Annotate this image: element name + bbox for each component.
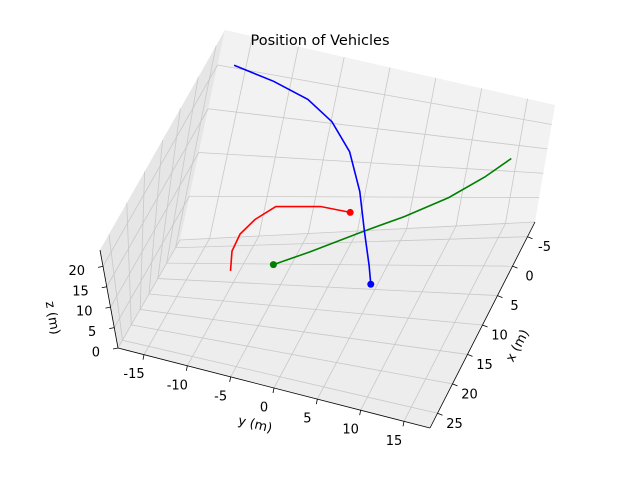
grid-line xyxy=(273,230,358,389)
x-tick-mark xyxy=(497,295,503,298)
y-tick-mark xyxy=(315,399,318,405)
grid-line xyxy=(117,239,181,349)
grid-line xyxy=(110,152,200,308)
y-axis-line xyxy=(117,347,431,429)
y-tick-label: 15 xyxy=(386,434,403,449)
y-tick-label: 10 xyxy=(342,423,359,438)
y-tick-label: 5 xyxy=(303,412,311,427)
grid-line xyxy=(198,152,544,174)
x-tick-label: 0 xyxy=(525,270,533,285)
grid-line xyxy=(189,195,540,199)
grid-line xyxy=(186,235,260,366)
grid-line xyxy=(113,196,190,328)
grid-line xyxy=(217,64,552,125)
vehicle-marker xyxy=(269,261,277,269)
vehicle-marker xyxy=(346,208,354,216)
lines xyxy=(229,64,512,288)
y-tick-label: -15 xyxy=(123,367,144,382)
z-tick-mark xyxy=(97,265,104,268)
grid-line xyxy=(106,108,209,287)
z-tick-label: 10 xyxy=(76,305,93,320)
y-tick-mark xyxy=(359,410,362,416)
y-tick-label: -10 xyxy=(167,378,188,393)
y-tick-mark xyxy=(229,376,232,382)
chart-title: Position of Vehicles xyxy=(250,33,389,49)
grid-line xyxy=(316,228,408,400)
x-tick-label: 5 xyxy=(510,299,518,314)
y-tick-mark xyxy=(142,354,145,360)
y-tick-mark xyxy=(402,421,405,427)
x-axis-line xyxy=(429,221,536,429)
z-tick-mark xyxy=(112,347,119,350)
z-tick-label: 20 xyxy=(68,264,85,279)
grid-line xyxy=(360,225,457,411)
y-tick-label: -5 xyxy=(214,389,227,404)
back-pane xyxy=(180,30,555,240)
z-axis-label: z (m) xyxy=(42,300,63,336)
vehicle-path xyxy=(233,64,372,285)
vehicle-path xyxy=(229,205,351,271)
z-tick-mark xyxy=(109,327,115,329)
z-axis-line xyxy=(99,249,119,349)
z-tick-label: 0 xyxy=(92,346,100,361)
x-tick-mark xyxy=(467,354,473,357)
z-tick-label: 15 xyxy=(72,284,89,299)
x-tick-label: 15 xyxy=(476,358,493,373)
y-tick-mark xyxy=(272,387,275,394)
x-tick-mark xyxy=(512,265,518,269)
y-tick-label: 0 xyxy=(260,401,268,416)
x-tick-label: 10 xyxy=(491,329,508,344)
y-axis-label: y (m) xyxy=(236,414,273,437)
grid-line xyxy=(208,108,548,150)
panes xyxy=(100,30,555,428)
grid-line xyxy=(403,223,506,422)
vehicle-path xyxy=(273,157,512,266)
x-tick-label: -5 xyxy=(538,240,551,255)
z-tick-mark xyxy=(105,306,111,309)
x-tick-label: 25 xyxy=(446,417,463,432)
vehicle-marker xyxy=(367,280,375,288)
floor-pane xyxy=(118,222,535,428)
grid xyxy=(102,36,552,422)
x-tick-mark xyxy=(437,412,443,416)
grid-line xyxy=(143,238,210,355)
y-tick-mark xyxy=(185,365,188,371)
x-tick-mark xyxy=(527,236,533,240)
grid-line xyxy=(102,64,218,267)
x-tick-mark xyxy=(482,324,488,328)
x-tick-label: 20 xyxy=(461,387,478,402)
z-tick-mark xyxy=(101,286,107,289)
z-tick-label: 5 xyxy=(88,325,96,340)
x-tick-mark xyxy=(452,383,458,387)
